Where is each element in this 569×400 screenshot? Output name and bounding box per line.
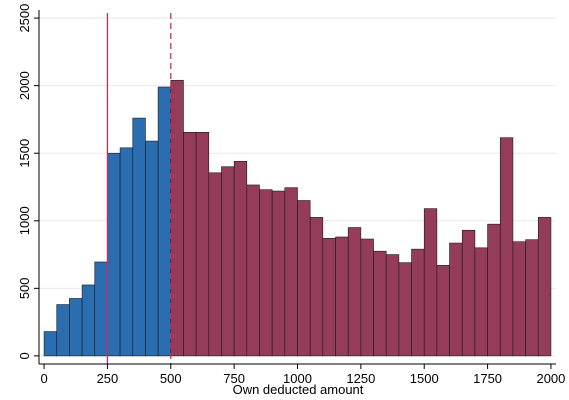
histogram-bar [271, 190, 286, 357]
histogram-bar [474, 247, 488, 357]
histogram-bar [411, 248, 425, 357]
bars [43, 79, 552, 357]
histogram-bar [322, 238, 336, 357]
histogram-bar [284, 187, 298, 357]
histogram-bar [512, 241, 526, 357]
histogram-bar [119, 147, 134, 357]
y-tick-label: 500 [17, 277, 32, 299]
histogram-bar [436, 265, 450, 357]
x-tick-label: 500 [160, 371, 182, 386]
histogram-bar [373, 250, 387, 357]
histogram-bar [81, 284, 96, 357]
x-axis-ticks: 0 250 500 750 1000 1250 1500 1750 2000 [40, 364, 565, 386]
histogram-bar [347, 227, 362, 357]
histogram-bar [157, 86, 172, 357]
histogram-bar [297, 200, 311, 357]
histogram-bar [246, 184, 260, 357]
histogram-bar [398, 262, 412, 357]
x-tick-label: 250 [97, 371, 119, 386]
histogram-bar [132, 117, 146, 357]
histogram-bar [537, 217, 552, 357]
x-tick-label: 1000 [283, 371, 312, 386]
histogram-bar [309, 217, 324, 357]
histogram-bar [499, 137, 514, 357]
y-tick-label: 1500 [17, 139, 32, 168]
histogram-bar [449, 242, 463, 357]
x-tick-label: 2000 [536, 371, 565, 386]
y-tick-label: 2500 [17, 4, 32, 33]
histogram-bar [385, 254, 400, 357]
histogram-bar [56, 304, 70, 357]
histogram-bar [145, 140, 159, 357]
histogram-bar [170, 79, 184, 357]
histogram-bar [423, 208, 438, 357]
x-tick-label: 0 [40, 371, 47, 386]
y-axis-ticks: 0 500 1000 1500 2000 2500 [17, 4, 39, 360]
x-tick-label: 1500 [410, 371, 439, 386]
histogram-bar [233, 161, 248, 357]
histogram-bar [259, 189, 273, 357]
y-tick-label: 2000 [17, 71, 32, 100]
reference-lines [106, 13, 172, 364]
histogram-bar [360, 238, 374, 357]
histogram-bar [183, 131, 197, 357]
x-tick-label: 1250 [346, 371, 375, 386]
histogram-bar [94, 261, 108, 357]
histogram-bar [107, 152, 121, 357]
y-tick-label: 1000 [17, 206, 32, 235]
histogram-bar [335, 236, 349, 357]
y-tick-label: 0 [17, 352, 32, 359]
histogram-bar [525, 239, 539, 357]
histogram-bar [195, 131, 210, 357]
histogram-bar [43, 331, 58, 357]
histogram-bar [487, 223, 501, 357]
histogram-bar [461, 229, 476, 357]
x-tick-label: 1750 [473, 371, 502, 386]
histogram-bar [69, 298, 83, 357]
x-tick-label: 750 [223, 371, 245, 386]
histogram-bar [221, 166, 235, 357]
histogram-bar [208, 172, 222, 357]
x-axis-title: Own deducted amount [233, 382, 364, 397]
